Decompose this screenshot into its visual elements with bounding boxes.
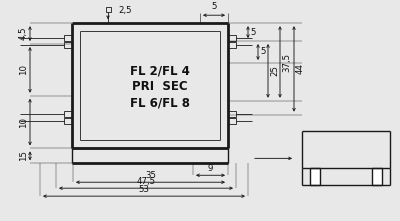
Bar	[228, 35, 236, 41]
Text: 5: 5	[260, 48, 266, 57]
Text: FL 2/FL 4: FL 2/FL 4	[130, 64, 190, 77]
Bar	[228, 42, 236, 48]
Text: PRI  SEC: PRI SEC	[132, 80, 188, 93]
Text: 9: 9	[208, 164, 213, 173]
Text: 37,5: 37,5	[282, 52, 291, 72]
Text: 25: 25	[270, 65, 279, 76]
Text: 47,5: 47,5	[136, 177, 156, 186]
Text: 10: 10	[19, 117, 28, 128]
Text: 4,5: 4,5	[19, 27, 28, 40]
Bar	[64, 35, 72, 41]
Text: FL 6/FL 8: FL 6/FL 8	[130, 96, 190, 109]
Text: 2,5: 2,5	[118, 6, 132, 15]
Text: 35: 35	[145, 171, 156, 180]
Text: 53: 53	[138, 185, 150, 194]
Bar	[310, 168, 320, 185]
Bar	[372, 168, 382, 185]
Text: 10: 10	[19, 64, 28, 75]
Text: 5: 5	[211, 2, 217, 11]
Text: 15: 15	[19, 150, 28, 161]
Bar	[64, 111, 72, 117]
Bar	[228, 111, 236, 117]
Bar	[106, 7, 110, 12]
Text: 5: 5	[250, 28, 256, 37]
Bar	[228, 118, 236, 124]
Text: 44: 44	[296, 63, 305, 74]
Bar	[64, 42, 72, 48]
Bar	[64, 118, 72, 124]
